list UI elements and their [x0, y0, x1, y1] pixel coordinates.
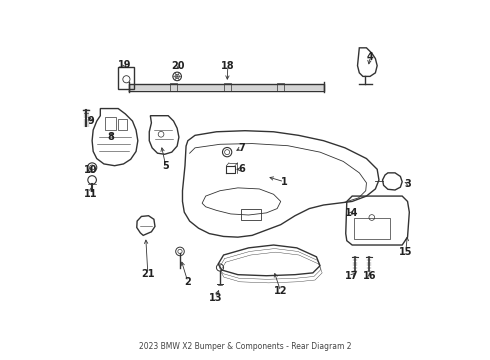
Text: 14: 14	[344, 208, 358, 218]
Bar	[354, 217, 390, 239]
Bar	[223, 83, 231, 91]
Text: 9: 9	[87, 116, 94, 126]
Text: 5: 5	[162, 161, 169, 171]
Text: 4: 4	[367, 52, 373, 62]
Text: 21: 21	[141, 269, 154, 279]
Bar	[277, 83, 284, 91]
Text: 17: 17	[345, 271, 359, 281]
Bar	[105, 117, 116, 130]
Text: 16: 16	[363, 271, 376, 281]
Text: 20: 20	[172, 61, 185, 71]
Bar	[242, 209, 261, 220]
Text: 1: 1	[281, 177, 288, 187]
Text: 15: 15	[399, 247, 413, 257]
Text: 2023 BMW X2 Bumper & Components - Rear Diagram 2: 2023 BMW X2 Bumper & Components - Rear D…	[139, 342, 351, 351]
Text: 2: 2	[184, 277, 191, 287]
Text: 3: 3	[404, 179, 411, 189]
Bar	[118, 119, 127, 130]
Text: 18: 18	[221, 61, 235, 71]
Text: 7: 7	[238, 143, 245, 153]
Text: 6: 6	[238, 164, 245, 174]
Text: 12: 12	[274, 287, 288, 296]
Text: 11: 11	[84, 189, 98, 199]
Text: 19: 19	[118, 60, 131, 69]
Text: 10: 10	[84, 165, 98, 175]
Bar	[170, 83, 177, 91]
Text: 8: 8	[108, 132, 115, 142]
Text: 13: 13	[209, 293, 222, 303]
